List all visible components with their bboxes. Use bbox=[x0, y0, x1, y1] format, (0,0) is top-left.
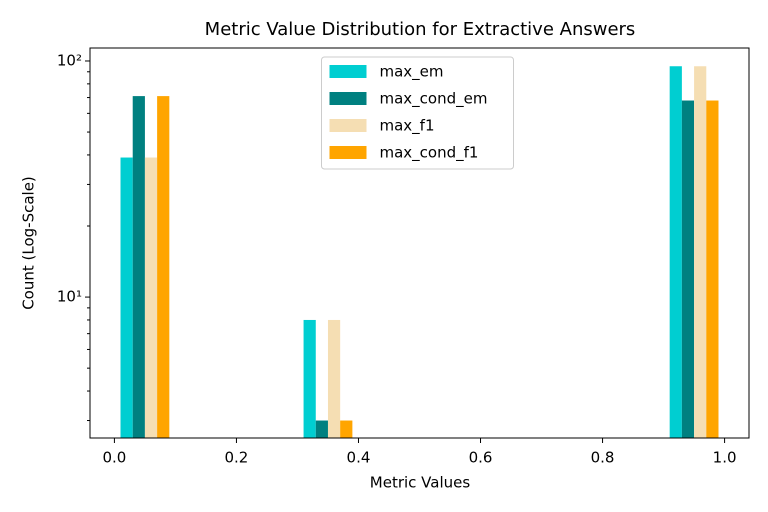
legend-box bbox=[321, 56, 514, 170]
chart-title: Metric Value Distribution for Extractive… bbox=[205, 19, 636, 40]
legend-swatch bbox=[329, 119, 367, 132]
bar bbox=[327, 319, 341, 438]
x-tick-label: 0.4 bbox=[347, 449, 371, 467]
bar bbox=[144, 157, 158, 438]
legend-swatch bbox=[329, 146, 367, 159]
bar bbox=[303, 319, 316, 438]
x-tick-label: 0.6 bbox=[469, 449, 493, 467]
legend-swatch bbox=[329, 92, 367, 105]
legend-label: max_cond_em bbox=[380, 90, 488, 109]
bar bbox=[340, 420, 353, 438]
legend-label: max_f1 bbox=[380, 117, 435, 136]
bar bbox=[694, 66, 707, 438]
legend-label: max_cond_f1 bbox=[380, 144, 479, 163]
x-tick-label: 0.2 bbox=[225, 449, 249, 467]
x-tick-label: 0.8 bbox=[591, 449, 615, 467]
bar bbox=[681, 100, 695, 438]
bar bbox=[157, 96, 170, 438]
legend-swatch bbox=[329, 65, 367, 78]
bar bbox=[120, 157, 133, 438]
y-tick-label: 10¹ bbox=[57, 288, 82, 306]
y-tick-label: 10² bbox=[57, 51, 82, 69]
plot-frame bbox=[89, 47, 750, 439]
y-axis-label: Count (Log-Scale) bbox=[20, 176, 38, 310]
legend-label: max_em bbox=[380, 63, 444, 82]
bar bbox=[669, 66, 682, 438]
bar bbox=[706, 100, 719, 438]
x-tick-label: 0.0 bbox=[102, 449, 126, 467]
bar bbox=[132, 96, 145, 438]
bar bbox=[315, 420, 328, 438]
x-tick-label: 1.0 bbox=[713, 449, 737, 467]
x-axis-label: Metric Values bbox=[370, 474, 471, 492]
